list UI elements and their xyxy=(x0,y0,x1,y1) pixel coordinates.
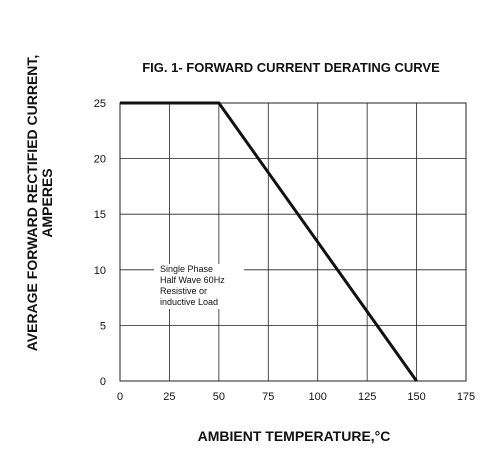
derating-curve xyxy=(120,101,418,382)
x-tick-label: 75 xyxy=(262,391,274,403)
annotation-line-1: Single Phase xyxy=(160,264,213,274)
y-tick-labels: 0 5 10 15 20 25 xyxy=(94,98,106,388)
y-tick-label: 5 xyxy=(100,320,106,332)
annotation-line-4: inductive Load xyxy=(160,297,218,307)
x-axis-label: AMBIENT TEMPERATURE,°C xyxy=(198,428,391,444)
annotation-line-3: Resistive or xyxy=(160,286,207,296)
x-tick-label: 100 xyxy=(309,391,327,403)
annotation-line-2: Half Wave 60Hz xyxy=(160,275,225,285)
grid xyxy=(119,102,467,382)
y-tick-label: 25 xyxy=(94,98,106,110)
annotation-background xyxy=(154,264,244,309)
y-axis-label-line-1: AVERAGE FORWARD RECTIFIED CURRENT, xyxy=(24,55,40,352)
y-tick-label: 20 xyxy=(94,154,106,166)
x-tick-label: 25 xyxy=(163,391,175,403)
x-tick-label: 0 xyxy=(117,391,123,403)
x-tick-label: 175 xyxy=(457,391,475,403)
x-tick-label: 125 xyxy=(358,391,376,403)
y-tick-label: 10 xyxy=(94,265,106,277)
y-axis-label-line-2: AMPERES xyxy=(39,168,55,237)
y-tick-label: 0 xyxy=(100,376,106,388)
plot-frame xyxy=(119,102,467,382)
x-tick-labels: 0 25 50 75 100 125 150 175 xyxy=(117,391,475,403)
y-tick-label: 15 xyxy=(94,209,106,221)
x-tick-label: 50 xyxy=(213,391,225,403)
chart-title: FIG. 1- FORWARD CURRENT DERATING CURVE xyxy=(142,60,440,75)
x-tick-label: 150 xyxy=(407,391,425,403)
